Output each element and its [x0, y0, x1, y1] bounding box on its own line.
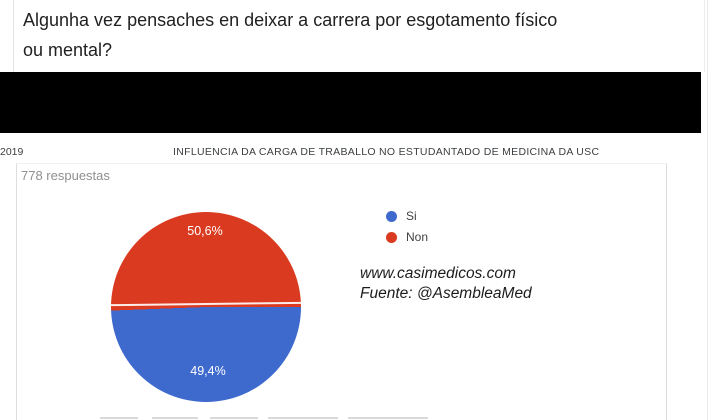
legend-label-si: Si	[406, 209, 417, 223]
chart-legend: Si Non	[386, 209, 428, 251]
cutoff-content-fragment	[210, 417, 258, 419]
year-label: 2019	[0, 146, 24, 158]
watermark: www.casimedicos.com Fuente: @AsembleaMed	[360, 264, 532, 304]
cutoff-content-fragment	[268, 417, 338, 419]
pie-label-si: 49,4%	[190, 364, 226, 378]
cutoff-content-fragment	[152, 417, 198, 419]
page-right-border	[707, 0, 708, 420]
responses-count: 778 respuestas	[21, 168, 110, 183]
legend-item-non: Non	[386, 230, 428, 244]
chart-card: 778 respuestas 50,6% 49,4% Si Non www.ca…	[16, 163, 667, 420]
page-title: INFLUENCIA DA CARGA DE TRABALLO NO ESTUD…	[173, 146, 600, 158]
legend-dot-non	[386, 231, 397, 243]
cutoff-content-fragment	[100, 417, 138, 419]
legend-item-si: Si	[386, 209, 428, 223]
pie-chart	[111, 212, 301, 402]
question-text: Algunha vez pensaches en deixar a carrer…	[23, 10, 558, 60]
legend-dot-si	[386, 210, 397, 222]
watermark-source: Fuente: @AsembleaMed	[360, 285, 532, 302]
redaction-bar	[0, 72, 701, 133]
question-card: Algunha vez pensaches en deixar a carrer…	[13, 0, 705, 72]
watermark-url: www.casimedicos.com	[360, 265, 516, 282]
cutoff-content-fragment	[348, 417, 428, 419]
legend-label-non: Non	[406, 230, 429, 244]
pie-label-non: 50,6%	[187, 224, 223, 238]
